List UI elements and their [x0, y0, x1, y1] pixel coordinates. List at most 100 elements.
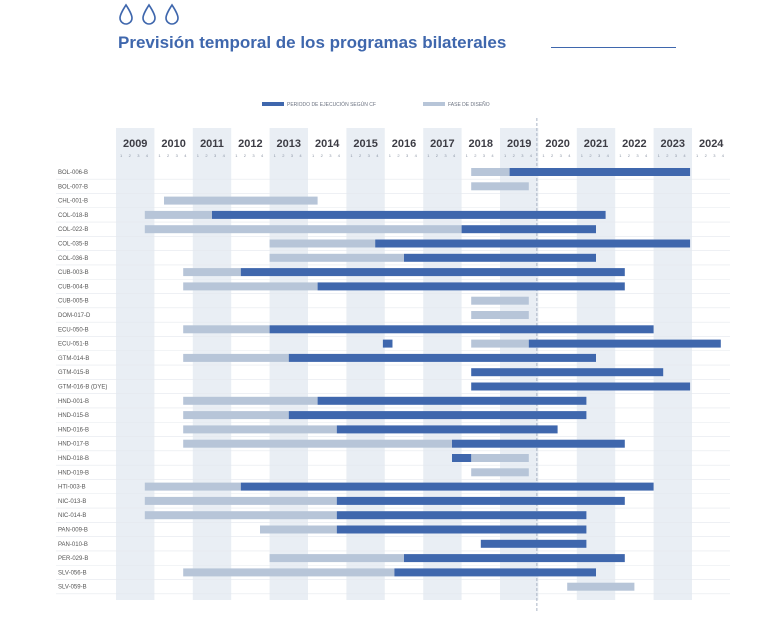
- quarter-tick-label: 4: [722, 153, 725, 158]
- program-label: BOL-007-B: [58, 184, 88, 190]
- program-label: ECU-051-B: [58, 342, 89, 348]
- program-label: DOM-017-D: [58, 313, 91, 319]
- quarter-tick-label: 4: [645, 153, 648, 158]
- quarter-tick-label: 2: [359, 153, 362, 158]
- execution-period-bar: [452, 454, 472, 462]
- quarter-tick-label: 2: [513, 153, 516, 158]
- execution-period-bar: [452, 439, 625, 448]
- execution-period-bar: [288, 411, 587, 420]
- quarter-tick-label: 2: [628, 153, 631, 158]
- program-label: HND-018-B: [58, 456, 89, 462]
- year-label: 2021: [584, 138, 608, 150]
- quarter-tick-label: 3: [483, 153, 486, 158]
- design-phase-bar: [144, 225, 462, 234]
- design-phase-bar: [269, 554, 404, 563]
- design-phase-bar: [144, 511, 337, 520]
- year-label: 2015: [353, 138, 377, 150]
- execution-period-bar: [288, 353, 596, 362]
- design-phase-bar: [471, 468, 529, 477]
- year-label: 2010: [161, 138, 185, 150]
- legend-label-execution: PERIODO DE EJECUCIÓN SEGÚN CF: [287, 101, 376, 108]
- year-band: [116, 128, 155, 600]
- year-band: [576, 128, 616, 600]
- program-label: NIC-014-B: [58, 513, 86, 519]
- execution-period-bar: [375, 239, 691, 248]
- execution-period-bar: [336, 511, 587, 520]
- program-label: COL-035-B: [58, 242, 88, 248]
- quarter-tick-label: 4: [607, 153, 610, 158]
- execution-period-bar: [317, 282, 625, 291]
- design-phase-bar: [471, 339, 529, 348]
- quarter-tick-label: 3: [636, 153, 639, 158]
- quarter-tick-label: 2: [244, 153, 247, 158]
- year-label: 2020: [545, 138, 569, 150]
- execution-period-bar: [336, 425, 558, 434]
- year-label: 2014: [315, 138, 340, 150]
- water-drop-icon: [142, 3, 156, 25]
- year-label: 2019: [507, 138, 531, 150]
- design-phase-bar: [144, 496, 337, 505]
- program-label: HTI-003-B: [58, 485, 86, 491]
- execution-period-bar: [480, 539, 587, 548]
- program-label: PAN-010-B: [58, 542, 88, 548]
- execution-period-bar: [240, 482, 654, 491]
- program-label: CUB-004-B: [58, 284, 89, 290]
- quarter-tick-label: 2: [321, 153, 324, 158]
- quarter-tick-label: 3: [137, 153, 140, 158]
- execution-period-bar: [404, 554, 625, 563]
- design-phase-bar: [269, 239, 376, 248]
- quarter-tick-label: 4: [223, 153, 226, 158]
- quarter-tick-label: 1: [312, 153, 315, 158]
- quarter-tick-label: 1: [581, 153, 584, 158]
- quarter-tick-label: 4: [530, 153, 533, 158]
- program-label: COL-022-B: [58, 227, 88, 233]
- quarter-tick-label: 1: [658, 153, 661, 158]
- design-phase-bar: [567, 582, 635, 591]
- execution-period-bar: [509, 168, 691, 176]
- year-band: [500, 128, 539, 600]
- quarter-tick-label: 1: [427, 153, 430, 158]
- design-phase-bar: [183, 268, 241, 277]
- program-label: PER-029-B: [58, 556, 88, 562]
- design-phase-bar: [471, 311, 529, 319]
- quarter-tick-label: 3: [444, 153, 447, 158]
- quarter-tick-label: 4: [299, 153, 302, 158]
- design-phase-bar: [471, 182, 529, 191]
- quarter-tick-label: 4: [184, 153, 187, 158]
- quarter-tick-label: 1: [197, 153, 200, 158]
- program-label: SLV-059-B: [58, 585, 87, 591]
- program-label: COL-036-B: [58, 256, 88, 262]
- title-underline: [551, 47, 676, 48]
- year-label: 2023: [661, 138, 685, 150]
- quarter-tick-label: 1: [389, 153, 392, 158]
- program-label: PAN-009-B: [58, 528, 88, 534]
- quarter-tick-label: 1: [466, 153, 469, 158]
- design-phase-bar: [164, 196, 318, 205]
- quarter-tick-label: 2: [129, 153, 132, 158]
- execution-period-bar: [404, 253, 596, 262]
- year-label: 2011: [200, 138, 224, 150]
- design-phase-bar: [183, 411, 289, 420]
- quarter-tick-label: 2: [666, 153, 669, 158]
- execution-period-bar: [336, 525, 587, 534]
- year-label: 2024: [699, 138, 724, 150]
- quarter-tick-label: 1: [504, 153, 507, 158]
- execution-period-bar: [212, 210, 606, 219]
- legend-label-design: FASE DE DISEÑO: [448, 101, 490, 108]
- program-label: HND-015-B: [58, 413, 89, 419]
- quarter-tick-label: 3: [252, 153, 255, 158]
- quarter-tick-label: 3: [521, 153, 524, 158]
- year-band: [423, 128, 462, 600]
- program-label: CUB-005-B: [58, 299, 89, 305]
- quarter-tick-label: 1: [120, 153, 123, 158]
- design-phase-bar: [183, 396, 318, 405]
- quarter-tick-label: 3: [560, 153, 563, 158]
- quarter-tick-label: 3: [368, 153, 371, 158]
- quarter-tick-label: 1: [542, 153, 545, 158]
- year-label: 2018: [469, 138, 493, 150]
- legend-swatch-execution: [262, 102, 284, 106]
- year-label: 2017: [430, 138, 454, 150]
- design-phase-bar: [183, 325, 270, 334]
- design-phase-bar: [471, 168, 510, 176]
- execution-period-bar: [528, 339, 721, 348]
